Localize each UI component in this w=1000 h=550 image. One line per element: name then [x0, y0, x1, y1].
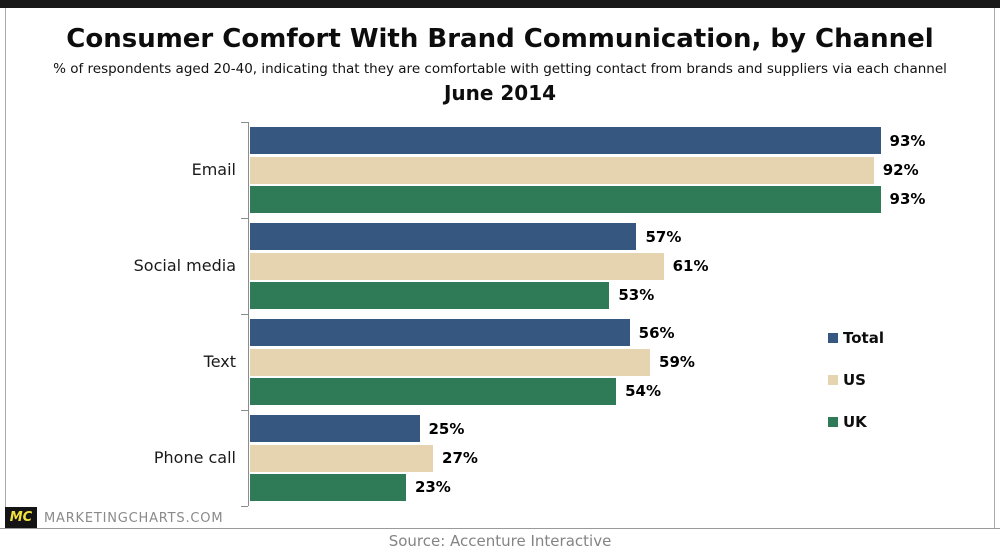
- footer-site-text: MARKETINGCHARTS.COM: [44, 511, 224, 526]
- category-label-phone-call: Phone call: [153, 448, 236, 467]
- bar-us-social-media: [250, 252, 664, 280]
- bar-total-email: [250, 127, 881, 155]
- bar-total-text: [250, 319, 630, 347]
- bar-uk-text: [250, 377, 617, 405]
- value-label-uk-social-media: 53%: [618, 286, 655, 305]
- bar-us-phone-call: [250, 444, 434, 472]
- legend: Total US UK: [828, 328, 884, 456]
- bar-total-social-media: [250, 223, 637, 251]
- bar-us-email: [250, 156, 874, 184]
- legend-label-us: US: [843, 370, 866, 389]
- category-label-social-media: Social media: [133, 256, 236, 275]
- axis-tick: [241, 410, 248, 411]
- bar-us-text: [250, 348, 651, 376]
- legend-label-uk: UK: [843, 412, 867, 431]
- axis-tick: [241, 506, 248, 507]
- legend-swatch-total-icon: [828, 332, 838, 343]
- category-label-text: Text: [203, 352, 236, 371]
- value-label-us-email: 92%: [882, 161, 919, 179]
- bar-uk-social-media: [250, 281, 610, 309]
- legend-item-total: Total: [828, 328, 884, 347]
- value-label-uk-text: 54%: [625, 382, 662, 401]
- plot-area: Email 93% 92% 93% Social media 57% 61% 53% Text 5…: [0, 122, 1000, 507]
- value-label-total-social-media: 57%: [645, 227, 682, 246]
- value-label-us-phone-call: 27%: [442, 449, 478, 467]
- legend-item-us: US: [828, 370, 884, 389]
- axis-tick: [241, 218, 248, 219]
- value-label-us-social-media: 61%: [672, 257, 709, 275]
- category-label-email: Email: [191, 160, 236, 179]
- chart-date-label: June 2014: [443, 81, 557, 105]
- legend-item-uk: UK: [828, 412, 884, 431]
- value-label-us-text: 59%: [659, 353, 695, 371]
- bar-total-phone-call: [250, 415, 420, 443]
- y-axis-line: [248, 122, 249, 506]
- chart-title: Consumer Comfort With Brand Communicatio…: [66, 24, 934, 54]
- marketingcharts-logo: MC: [5, 507, 37, 529]
- legend-label-total: Total: [843, 328, 884, 347]
- top-black-bar: [0, 0, 1000, 8]
- value-label-total-text: 56%: [638, 323, 675, 342]
- footer-divider: [0, 528, 1000, 529]
- bar-uk-phone-call: [250, 473, 406, 501]
- legend-swatch-uk-icon: [828, 416, 838, 427]
- value-label-uk-email: 93%: [889, 190, 926, 209]
- value-label-total-email: 93%: [889, 131, 926, 150]
- bar-uk-email: [250, 185, 881, 213]
- chart-subtitle: % of respondents aged 20-40, indicating …: [53, 61, 947, 77]
- axis-tick: [241, 122, 248, 123]
- axis-tick: [241, 314, 248, 315]
- source-text: Source: Accenture Interactive: [388, 532, 612, 550]
- value-label-uk-phone-call: 23%: [414, 478, 451, 497]
- legend-swatch-us-icon: [828, 374, 838, 385]
- value-label-total-phone-call: 25%: [428, 419, 465, 438]
